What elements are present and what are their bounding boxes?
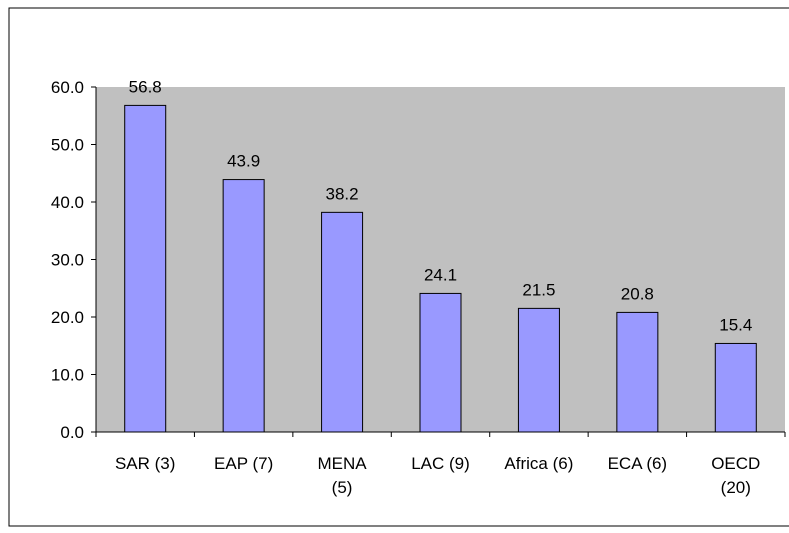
- x-tick-label: EAP (7): [214, 454, 274, 473]
- y-tick-label: 10.0: [51, 366, 84, 385]
- bar: [714, 342, 757, 433]
- x-tick-label: MENA (5): [317, 454, 367, 497]
- bar: [321, 211, 364, 433]
- value-label: 24.1: [424, 265, 457, 284]
- y-tick-label: 30.0: [51, 251, 84, 270]
- bar: [124, 104, 167, 433]
- y-tick-label: 20.0: [51, 308, 84, 327]
- x-tick-label: ECA (6): [607, 454, 668, 473]
- value-label: 38.2: [326, 184, 359, 203]
- value-label: 20.8: [621, 284, 654, 303]
- chart-frame: [8, 7, 789, 527]
- y-tick-label: 50.0: [51, 136, 84, 155]
- x-tick-label: LAC (9): [411, 454, 470, 473]
- x-tick-label: OECD (20): [711, 454, 761, 497]
- value-label: 43.9: [227, 152, 260, 171]
- value-label: 21.5: [522, 280, 555, 299]
- bar: [419, 292, 462, 433]
- y-tick-label: 40.0: [51, 193, 84, 212]
- x-tick-label: SAR (3): [114, 454, 176, 473]
- bar: [222, 179, 265, 433]
- value-label: 15.4: [719, 315, 752, 334]
- y-tick-label: 60.0: [51, 78, 84, 97]
- bar: [616, 311, 659, 433]
- x-tick-label: Africa (6): [504, 454, 574, 473]
- y-tick-label: 0.0: [60, 423, 84, 442]
- bar: [517, 307, 560, 433]
- value-label: 56.8: [129, 77, 162, 96]
